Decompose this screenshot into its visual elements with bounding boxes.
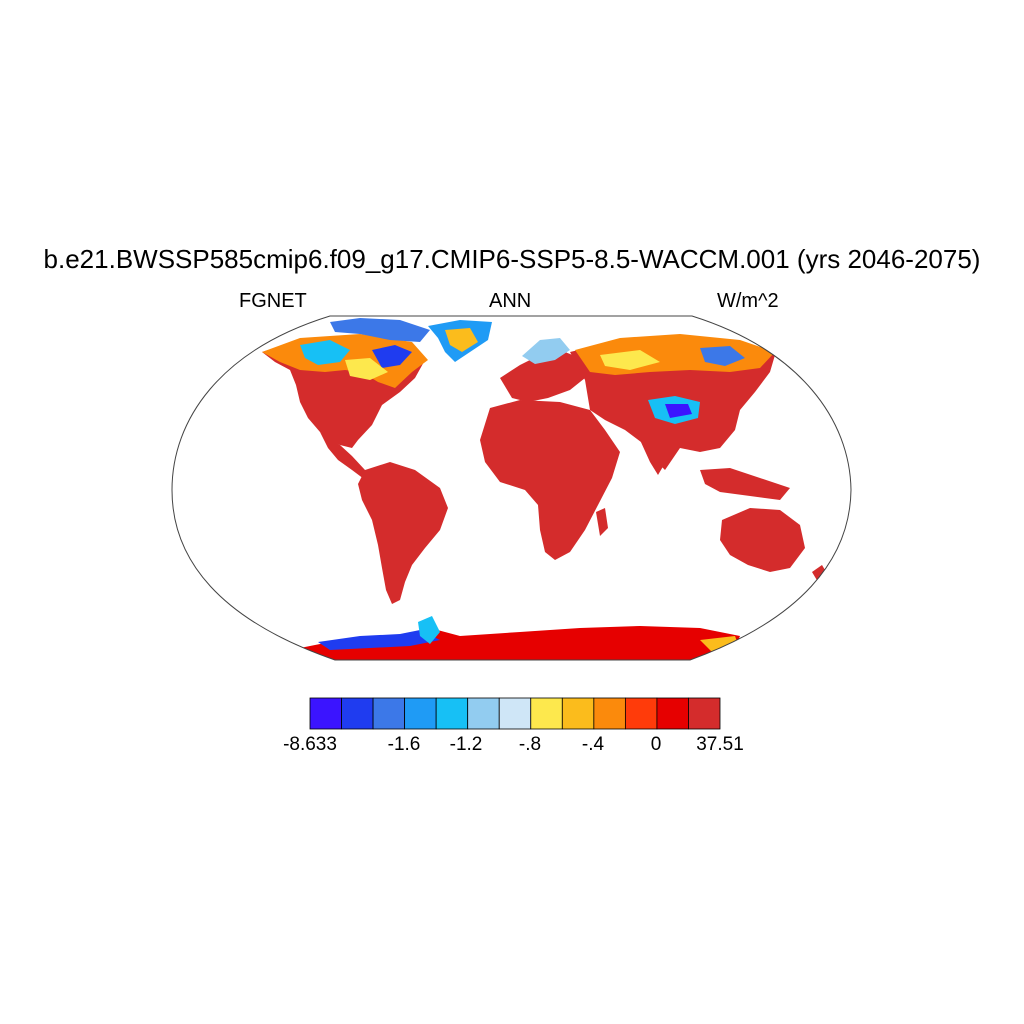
colorbar-box	[530, 697, 563, 730]
europe-landmass	[500, 352, 585, 402]
maritime-southeast-asia	[700, 468, 790, 500]
colorbar-boxes	[309, 697, 721, 730]
siberia-yellow-patch	[600, 350, 660, 370]
colorbar-tick-label: -1.2	[449, 734, 483, 755]
colorbar-tick-label: -.4	[581, 734, 605, 755]
season-label: ANN	[489, 290, 532, 312]
canada-yellow-patch	[345, 358, 388, 380]
colorbar-box	[467, 697, 500, 730]
tibet-core	[665, 404, 692, 418]
madagascar-landmass	[596, 508, 608, 536]
siberia-cold-patch	[700, 346, 745, 366]
india-peninsula	[640, 440, 668, 475]
colorbar-tick-label: -.8	[518, 734, 542, 755]
colorbar-box	[498, 697, 532, 730]
units-label: W/m^2	[717, 290, 779, 312]
south-america-landmass	[358, 462, 448, 604]
variable-label: FGNET	[239, 290, 307, 312]
colorbar-tick-label: -1.6	[387, 734, 421, 755]
central-america-landmass	[320, 432, 375, 482]
antarctic-peninsula	[418, 616, 440, 644]
colorbar-box	[372, 697, 406, 730]
colorbar-box	[593, 697, 626, 730]
africa-landmass	[480, 400, 620, 560]
colorbar-box	[656, 697, 689, 730]
arctic-islands	[330, 318, 430, 342]
plot-title: b.e21.BWSSP585cmip6.f09_g17.CMIP6-SSP5-8…	[43, 244, 981, 274]
greenland-interior	[445, 328, 478, 352]
colorbar-box	[624, 697, 658, 730]
canada-cold-patch	[300, 340, 350, 365]
colorbar-tick-label: -8.633	[283, 734, 337, 755]
canada-cold-patch-2	[372, 345, 412, 368]
scandinavia-landmass	[522, 338, 570, 364]
antarctica-coast-cold	[318, 630, 440, 650]
colorbar-box	[688, 697, 721, 730]
colorbar-tick-label: 37.51	[696, 734, 744, 755]
australia-landmass	[720, 508, 805, 572]
colorbar-box	[309, 697, 342, 730]
colorbar-box	[561, 697, 595, 730]
colorbar-box	[435, 697, 469, 730]
colorbar-box	[341, 697, 374, 730]
colorbar-tick-label: 0	[650, 734, 662, 755]
map-outline	[171, 315, 852, 661]
colorbar-box	[404, 697, 437, 730]
